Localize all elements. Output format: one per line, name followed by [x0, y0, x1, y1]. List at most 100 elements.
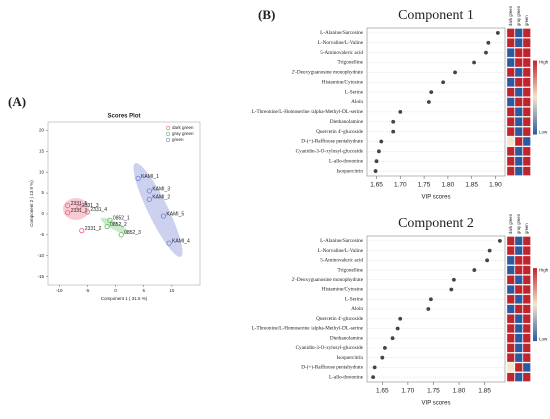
heatmap-cell	[506, 236, 515, 246]
heatmap-cell	[514, 87, 523, 97]
data-point	[65, 210, 71, 216]
y-tick-label: -15	[37, 274, 44, 279]
heatmap-cell	[522, 353, 531, 363]
panel-label: (A)	[8, 94, 26, 109]
vip-dot	[453, 70, 457, 75]
row-label: D-(+)-Raffinose pentahydrate	[301, 138, 363, 145]
heatmap-cell	[514, 97, 523, 107]
legend-label: green	[172, 137, 184, 142]
y-tick-label: 0	[41, 211, 44, 216]
heatmap-cell	[522, 136, 531, 147]
heatmap-cell	[514, 77, 523, 87]
heatmap-cell	[522, 67, 531, 77]
heatmap-cell	[506, 246, 515, 256]
panel-label: (B)	[258, 7, 275, 22]
chart-title: Scores Plot	[107, 114, 140, 120]
heatmap-cell	[522, 372, 531, 382]
x-tick-label: 1.85	[465, 182, 478, 189]
row-label: L-Threonine/L-Homoserine /alpha-Methyl-D…	[252, 109, 364, 115]
heatmap-cell	[514, 57, 523, 68]
heatmap-cell	[506, 156, 515, 166]
row-label: Diethanolamine	[330, 119, 364, 125]
heatmap-cell	[522, 343, 531, 353]
row-label: Histamine/Cytosine	[322, 79, 364, 85]
vip-dot	[429, 90, 434, 95]
heatmap-cell	[522, 255, 531, 265]
color-scale-high: High	[539, 267, 549, 272]
heatmap-cell	[514, 127, 523, 137]
heatmap-header: gray green	[516, 213, 521, 234]
row-label: Quercetin 4'-glucoside	[316, 316, 364, 322]
data-point	[65, 202, 71, 209]
heatmap-cell	[522, 28, 531, 38]
point-label: 2331_2	[85, 226, 102, 232]
heatmap-cell	[514, 156, 523, 166]
row-label: Trigonelline	[338, 267, 364, 273]
vip-dot	[484, 50, 488, 55]
row-label: L-Serine	[345, 296, 364, 302]
heatmap-cell	[522, 57, 531, 68]
y-tick-label: 20	[39, 128, 45, 133]
heatmap-cell	[506, 48, 515, 58]
heatmap-cell	[522, 314, 531, 324]
heatmap-cell	[522, 333, 531, 343]
row-label: Cyanidin-3-O-xylosyl-glucoside	[296, 345, 364, 351]
y-axis-label: Component 2 ( 13.9 %)	[29, 180, 34, 227]
heatmap-cell	[522, 323, 531, 333]
row-label: 2'-Deoxyguanosine monophydrate	[292, 70, 364, 76]
x-tick-label: 1.65	[370, 182, 383, 189]
data-point	[135, 175, 141, 182]
vip-dot	[376, 149, 381, 154]
point-label: KAMI_4	[172, 239, 190, 245]
vip-dot	[497, 238, 502, 243]
point-label: KAMI_5	[166, 211, 184, 217]
heatmap-cell	[514, 372, 523, 382]
vip-dot	[449, 287, 454, 292]
heatmap-cell	[522, 156, 531, 166]
heatmap-cell	[514, 117, 523, 127]
heatmap-cell	[522, 107, 531, 117]
x-tick-label: 1.70	[402, 388, 415, 395]
vip-dot	[451, 277, 456, 282]
y-tick-label: 5	[41, 190, 44, 195]
data-point	[76, 205, 82, 211]
point-label: 0852_2	[110, 222, 127, 228]
vip-dot	[371, 375, 376, 380]
point-label: 0852_3	[124, 230, 141, 236]
heatmap-header: green	[524, 223, 529, 234]
x-tick-label: 5	[142, 288, 145, 293]
x-tick-label: 1.80	[453, 388, 466, 395]
heatmap-cell	[522, 87, 531, 97]
y-tick-label: -5	[40, 232, 44, 237]
heatmap-cell	[514, 67, 523, 77]
heatmap-cell	[514, 323, 523, 333]
x-axis-label: VIP scores	[422, 195, 451, 201]
row-label: Trigonelline	[338, 60, 364, 66]
heatmap-cell	[522, 362, 531, 372]
point-label: 2331_1	[71, 208, 88, 214]
vip-dot	[472, 60, 476, 65]
vip-dot	[390, 336, 395, 341]
color-scale	[533, 60, 537, 135]
heatmap-cell	[506, 275, 515, 285]
heatmap-cell	[522, 275, 531, 285]
heatmap-cell	[522, 38, 531, 48]
heatmap-cell	[506, 38, 515, 48]
vip-dot	[495, 31, 500, 35]
x-tick-label: 10	[169, 288, 175, 293]
row-label: L-allo-threonine	[329, 158, 364, 164]
row-label: Isoquercitrin	[336, 168, 363, 174]
heatmap-cell	[522, 166, 531, 176]
row-label: L-Threonine/L-Homoserine /alpha-Methyl-D…	[252, 326, 364, 332]
vip-dot	[441, 80, 446, 85]
row-label: 5-Aminovaleric acid	[320, 258, 363, 264]
x-tick-label: -10	[56, 288, 63, 293]
row-label: D-(+)-Raffinose pentahydrate	[301, 364, 363, 371]
data-point	[146, 188, 152, 194]
heatmap-cell	[514, 275, 523, 285]
heatmap-cell	[514, 146, 523, 156]
heatmap-cell	[522, 146, 531, 156]
point-label: KAMI_1	[141, 174, 159, 180]
heatmap-cell	[506, 265, 515, 275]
